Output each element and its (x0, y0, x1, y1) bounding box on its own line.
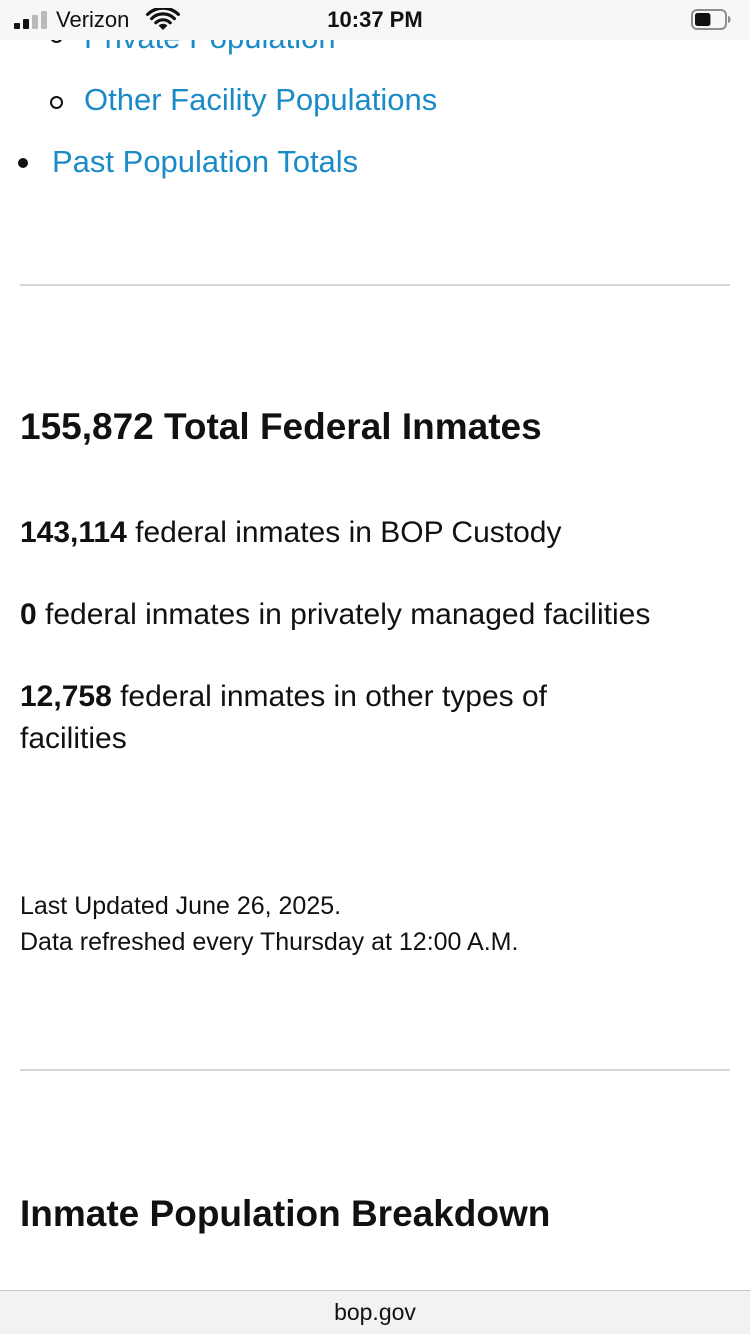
last-updated-text: Last Updated June 26, 2025. (20, 892, 342, 920)
url-domain[interactable]: bop.gov (334, 1299, 416, 1325)
battery-icon (691, 9, 731, 30)
stat-label: federal inmates in other types of facili… (20, 680, 547, 755)
divider (20, 284, 730, 286)
status-bar: Verizon 10:37 PM (0, 0, 750, 40)
stat-label: federal inmates in privately managed fac… (36, 598, 651, 631)
cellular-signal-icon (14, 11, 50, 29)
total-inmates-heading: 155,872 Total Federal Inmates (20, 406, 542, 447)
page-content[interactable]: Private Population Other Facility Popula… (0, 0, 750, 1290)
stat-other-facilities: 12,758 federal inmates in other types of… (20, 676, 640, 760)
refresh-schedule-text: Data refreshed every Thursday at 12:00 A… (20, 928, 519, 956)
link-other-facility-populations[interactable]: Other Facility Populations (84, 82, 438, 117)
stat-private-facilities: 0 federal inmates in privately managed f… (20, 594, 750, 636)
url-bar[interactable]: bop.gov (0, 1290, 750, 1334)
wifi-icon (146, 8, 180, 30)
population-breakdown-heading: Inmate Population Breakdown (20, 1193, 551, 1234)
list-bullet-hollow (50, 96, 63, 109)
status-time: 10:37 PM (327, 7, 423, 32)
link-past-population-totals[interactable]: Past Population Totals (52, 144, 359, 179)
stat-value: 143,114 (20, 516, 127, 549)
divider (20, 1069, 730, 1071)
stat-bop-custody: 143,114 federal inmates in BOP Custody (20, 512, 740, 554)
stat-value: 12,758 (20, 680, 112, 713)
carrier-name: Verizon (56, 7, 130, 32)
list-bullet-solid (18, 158, 28, 168)
stat-label: federal inmates in BOP Custody (126, 516, 562, 549)
stat-value: 0 (20, 598, 37, 631)
